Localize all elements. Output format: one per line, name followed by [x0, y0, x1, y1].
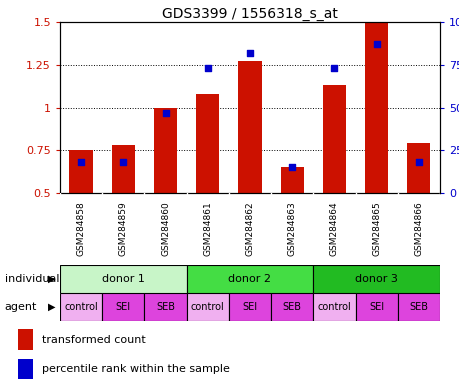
Text: control: control: [317, 302, 351, 312]
Bar: [102, 293, 144, 321]
Text: agent: agent: [5, 302, 37, 312]
Text: GSM284860: GSM284860: [161, 202, 170, 257]
Point: [414, 159, 422, 165]
Point: [204, 65, 211, 71]
Text: ▶: ▶: [48, 274, 55, 284]
Point: [162, 109, 169, 116]
Text: SEB: SEB: [282, 302, 301, 312]
Point: [372, 41, 380, 47]
Point: [288, 164, 295, 170]
Bar: [355, 293, 397, 321]
Bar: [144, 293, 186, 321]
Text: individual: individual: [5, 274, 59, 284]
Bar: [112, 145, 134, 193]
Text: GSM284859: GSM284859: [118, 202, 128, 257]
Bar: [186, 265, 313, 293]
Bar: [238, 61, 261, 193]
Text: SEI: SEI: [116, 302, 131, 312]
Bar: [186, 293, 229, 321]
Text: SEI: SEI: [242, 302, 257, 312]
Text: GSM284866: GSM284866: [414, 202, 422, 257]
Point: [330, 65, 337, 71]
Text: SEB: SEB: [409, 302, 427, 312]
Bar: [364, 22, 387, 193]
Text: donor 3: donor 3: [354, 274, 397, 284]
Text: GSM284858: GSM284858: [77, 202, 85, 257]
Text: ▶: ▶: [48, 302, 55, 312]
Bar: [18, 359, 34, 379]
Bar: [60, 265, 186, 293]
Text: SEI: SEI: [368, 302, 383, 312]
Text: GSM284861: GSM284861: [203, 202, 212, 257]
Bar: [60, 293, 102, 321]
Text: SEB: SEB: [156, 302, 175, 312]
Bar: [18, 329, 34, 350]
Text: percentile rank within the sample: percentile rank within the sample: [42, 364, 230, 374]
Bar: [397, 293, 439, 321]
Bar: [270, 293, 313, 321]
Bar: [280, 167, 303, 193]
Bar: [229, 293, 270, 321]
Bar: [69, 150, 93, 193]
Bar: [196, 94, 219, 193]
Text: control: control: [64, 302, 98, 312]
Title: GDS3399 / 1556318_s_at: GDS3399 / 1556318_s_at: [162, 7, 337, 21]
Text: GSM284865: GSM284865: [371, 202, 381, 257]
Bar: [322, 85, 345, 193]
Text: GSM284864: GSM284864: [329, 202, 338, 256]
Text: transformed count: transformed count: [42, 335, 146, 345]
Text: donor 2: donor 2: [228, 274, 271, 284]
Text: donor 1: donor 1: [102, 274, 145, 284]
Point: [77, 159, 84, 165]
Point: [119, 159, 127, 165]
Bar: [313, 265, 439, 293]
Text: GSM284863: GSM284863: [287, 202, 296, 257]
Text: control: control: [190, 302, 224, 312]
Text: GSM284862: GSM284862: [245, 202, 254, 256]
Bar: [313, 293, 355, 321]
Point: [246, 50, 253, 56]
Bar: [406, 143, 430, 193]
Bar: [154, 108, 177, 193]
